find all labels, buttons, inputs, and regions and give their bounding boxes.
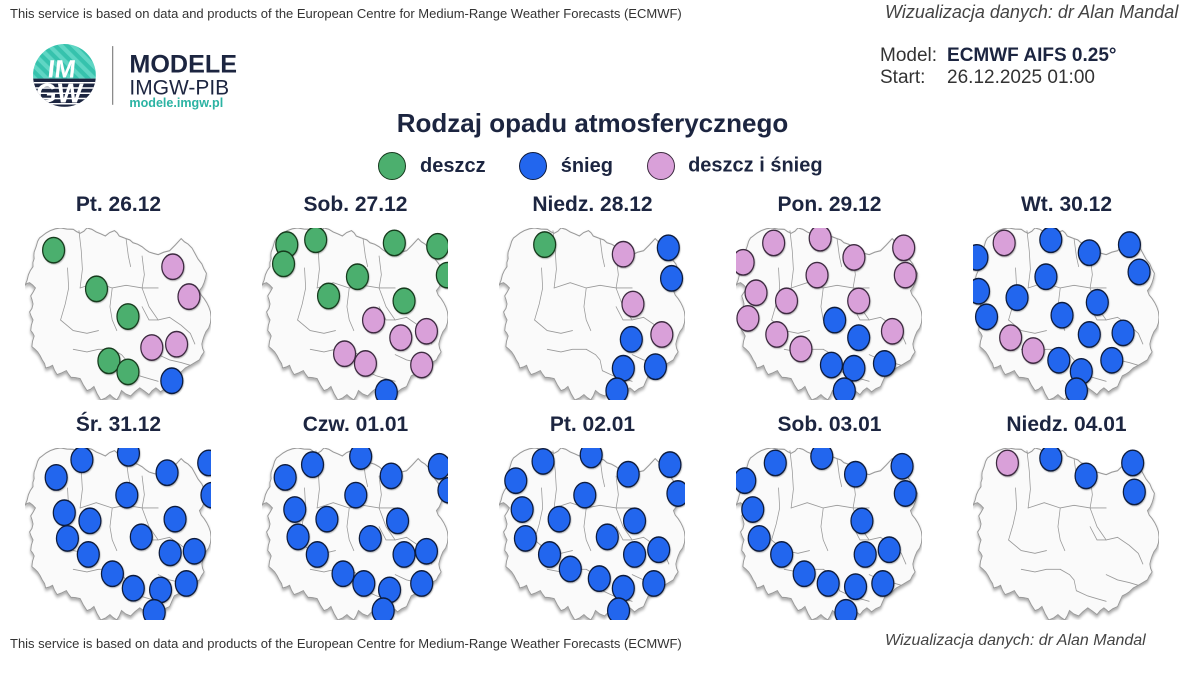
svg-text:MODELE: MODELE [129, 50, 237, 78]
svg-text:GW: GW [34, 78, 84, 109]
svg-text:modele.imgw.pl: modele.imgw.pl [129, 96, 223, 110]
